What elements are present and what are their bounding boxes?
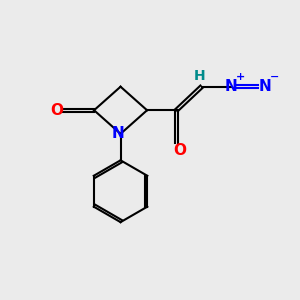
Text: O: O bbox=[173, 143, 186, 158]
Text: O: O bbox=[50, 103, 63, 118]
Text: H: H bbox=[194, 68, 206, 83]
Text: +: + bbox=[236, 72, 245, 82]
Text: N: N bbox=[259, 79, 271, 94]
Text: N: N bbox=[225, 79, 237, 94]
Text: −: − bbox=[270, 72, 279, 82]
Text: N: N bbox=[111, 126, 124, 141]
